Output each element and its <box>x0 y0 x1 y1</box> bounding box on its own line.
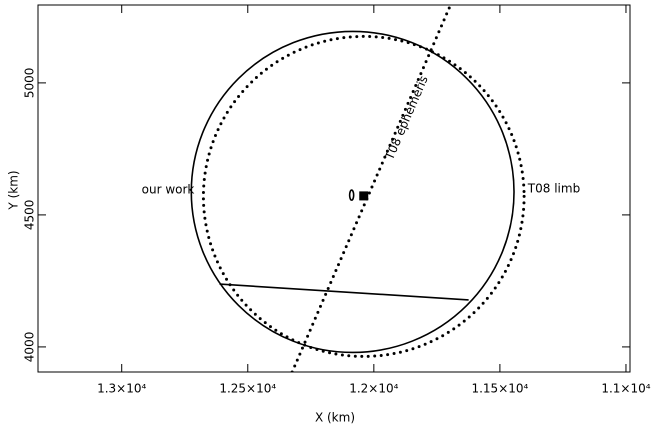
x-tick-label: 1.2×10⁴ <box>349 382 398 396</box>
plot-frame <box>37 4 631 373</box>
x-tick-label: 1.1×10⁴ <box>601 382 650 396</box>
ellipse <box>201 34 526 358</box>
point <box>359 191 369 201</box>
ellipse <box>190 30 515 354</box>
x-tick-label: 1.25×10⁴ <box>219 382 276 396</box>
line <box>219 283 469 301</box>
y-tick-label: 5000 <box>23 68 37 99</box>
x-tick-label: 1.3×10⁴ <box>97 382 146 396</box>
x-tick-label: 1.15×10⁴ <box>471 382 528 396</box>
y-tick-label: 4500 <box>23 200 37 231</box>
y-tick-label: 4000 <box>23 332 37 363</box>
y-axis-label: Y (km) <box>7 170 21 210</box>
series-label: T08 limb <box>527 182 580 196</box>
series-label: our work <box>142 183 195 197</box>
line <box>290 5 452 372</box>
series-label: T08 ephemeris <box>382 74 431 163</box>
ellipse <box>348 189 355 201</box>
x-axis-label: X (km) <box>315 411 355 425</box>
